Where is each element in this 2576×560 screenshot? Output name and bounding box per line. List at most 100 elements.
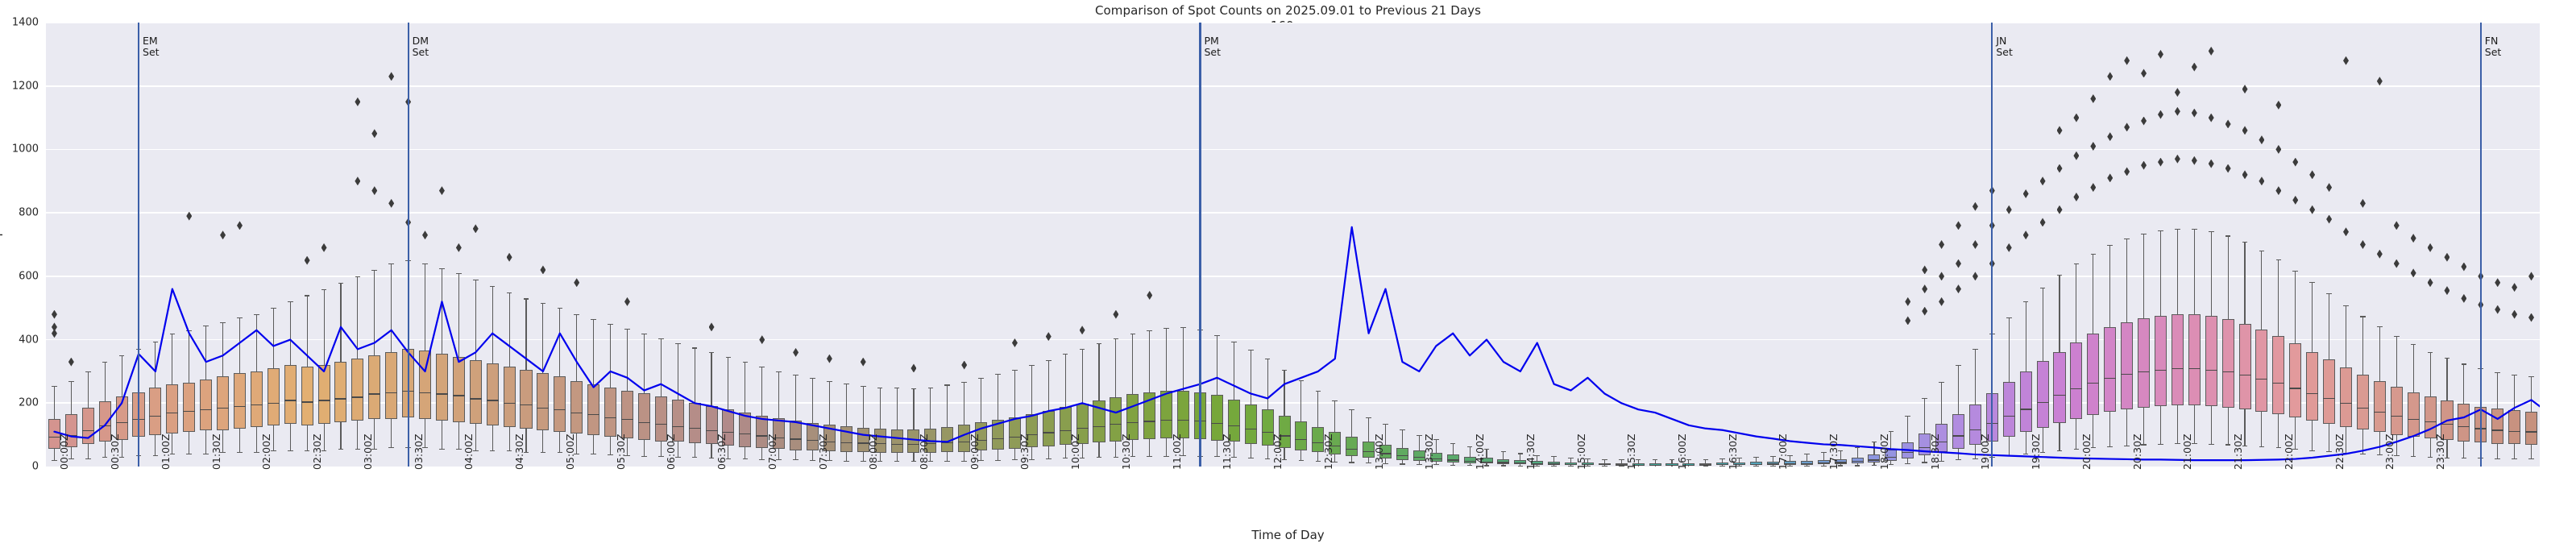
box-whisker-cap bbox=[2512, 458, 2517, 460]
event-line bbox=[1199, 23, 1201, 467]
box-whisker bbox=[1705, 458, 1707, 467]
box bbox=[435, 354, 448, 421]
x-tick-label: 17:30Z bbox=[1827, 433, 1840, 470]
box-whisker-cap bbox=[742, 362, 749, 363]
box bbox=[1396, 447, 1408, 460]
box-median bbox=[2272, 383, 2285, 384]
box-outlier bbox=[51, 322, 57, 332]
box-whisker-cap bbox=[1871, 465, 1877, 467]
box-median bbox=[435, 393, 448, 395]
box-outlier bbox=[2528, 272, 2535, 281]
box-whisker-cap bbox=[52, 460, 57, 462]
box-median bbox=[1632, 464, 1645, 466]
box-whisker-cap bbox=[2292, 270, 2299, 272]
y-tick-label: 1400 bbox=[11, 16, 39, 29]
box-whisker-cap bbox=[691, 347, 698, 349]
box-median bbox=[1565, 463, 1578, 466]
box-whisker-cap bbox=[2158, 230, 2163, 231]
box-whisker bbox=[1688, 458, 1690, 467]
box-whisker-cap bbox=[186, 330, 193, 331]
box-outlier bbox=[2157, 110, 2163, 119]
box-whisker-cap bbox=[2056, 450, 2063, 452]
box-median bbox=[351, 396, 364, 398]
x-tick-label: 16:00Z bbox=[1676, 433, 1689, 470]
box-whisker-cap bbox=[254, 452, 259, 454]
x-tick-label: 19:30Z bbox=[2030, 433, 2043, 470]
box-outlier bbox=[1905, 297, 1911, 306]
y-tick-label: 400 bbox=[19, 334, 39, 346]
box-median bbox=[1480, 461, 1493, 463]
box-outlier bbox=[2141, 160, 2147, 170]
box-outlier bbox=[2090, 183, 2097, 193]
box-outlier bbox=[1939, 240, 1945, 249]
box-outlier bbox=[2208, 159, 2214, 168]
box-whisker-cap bbox=[2444, 358, 2450, 359]
box-whisker-cap bbox=[422, 263, 428, 265]
box-median bbox=[1968, 429, 1981, 430]
box-whisker-cap bbox=[439, 449, 445, 450]
box-whisker-cap bbox=[1012, 369, 1018, 371]
box-median bbox=[1497, 462, 1510, 463]
box-median bbox=[2002, 416, 2015, 417]
box-whisker-cap bbox=[1854, 465, 1860, 467]
box-outlier bbox=[1922, 306, 1928, 316]
box-median bbox=[1531, 463, 1544, 465]
box-outlier bbox=[2056, 205, 2063, 214]
box-outlier bbox=[2039, 218, 2046, 227]
box bbox=[739, 413, 752, 447]
x-tick-label: 13:30Z bbox=[1423, 433, 1436, 470]
box-whisker-cap bbox=[2225, 235, 2231, 237]
x-tick-label: 01:30Z bbox=[209, 433, 222, 470]
box-median bbox=[1851, 461, 1864, 463]
box-whisker-cap bbox=[1164, 455, 1169, 457]
box bbox=[2424, 396, 2437, 439]
box bbox=[2188, 314, 2201, 406]
box-whisker-cap bbox=[489, 285, 496, 287]
box-whisker-cap bbox=[2343, 305, 2349, 307]
box-whisker-cap bbox=[254, 314, 259, 316]
box-median bbox=[267, 403, 280, 404]
box bbox=[620, 390, 633, 438]
box-median bbox=[2407, 418, 2420, 420]
box-whisker-cap bbox=[1804, 465, 1810, 467]
box-whisker-cap bbox=[1483, 465, 1490, 467]
box-outlier bbox=[2006, 205, 2012, 214]
box bbox=[301, 367, 313, 425]
box-median bbox=[81, 429, 94, 431]
box-whisker-cap bbox=[2377, 454, 2383, 456]
box-whisker-cap bbox=[2073, 263, 2080, 265]
box-whisker-cap bbox=[1214, 456, 1220, 458]
box-whisker-cap bbox=[2006, 455, 2012, 457]
box-outlier bbox=[2174, 88, 2180, 97]
box-outlier bbox=[2343, 56, 2349, 65]
box-outlier bbox=[2090, 141, 2097, 151]
box-whisker bbox=[1756, 457, 1757, 467]
box-whisker-cap bbox=[2326, 293, 2332, 295]
box-outlier bbox=[2376, 249, 2383, 259]
box-whisker-cap bbox=[860, 385, 866, 387]
box-whisker-cap bbox=[1888, 430, 1894, 432]
box-median bbox=[992, 438, 1005, 439]
box-outlier bbox=[2090, 93, 2097, 103]
box-outlier bbox=[186, 211, 193, 221]
box-whisker bbox=[1739, 457, 1740, 467]
box-median bbox=[1210, 422, 1223, 424]
box-outlier bbox=[2141, 68, 2147, 78]
box-whisker-cap bbox=[68, 380, 74, 382]
box-whisker-cap bbox=[641, 455, 647, 457]
box-whisker-cap bbox=[674, 342, 681, 344]
box bbox=[317, 365, 330, 424]
box-whisker-cap bbox=[2309, 281, 2315, 284]
box bbox=[890, 429, 903, 454]
box-whisker-cap bbox=[978, 377, 984, 379]
event-line bbox=[1991, 23, 1993, 467]
box-outlier bbox=[2174, 154, 2180, 164]
box bbox=[149, 387, 162, 435]
box-median bbox=[98, 425, 111, 427]
gridline bbox=[46, 85, 2540, 87]
box-whisker-cap bbox=[321, 288, 327, 290]
box-whisker-cap bbox=[911, 388, 917, 390]
box-whisker-cap bbox=[1972, 458, 1978, 459]
box bbox=[267, 367, 280, 425]
x-tick-label: 04:00Z bbox=[463, 433, 475, 470]
